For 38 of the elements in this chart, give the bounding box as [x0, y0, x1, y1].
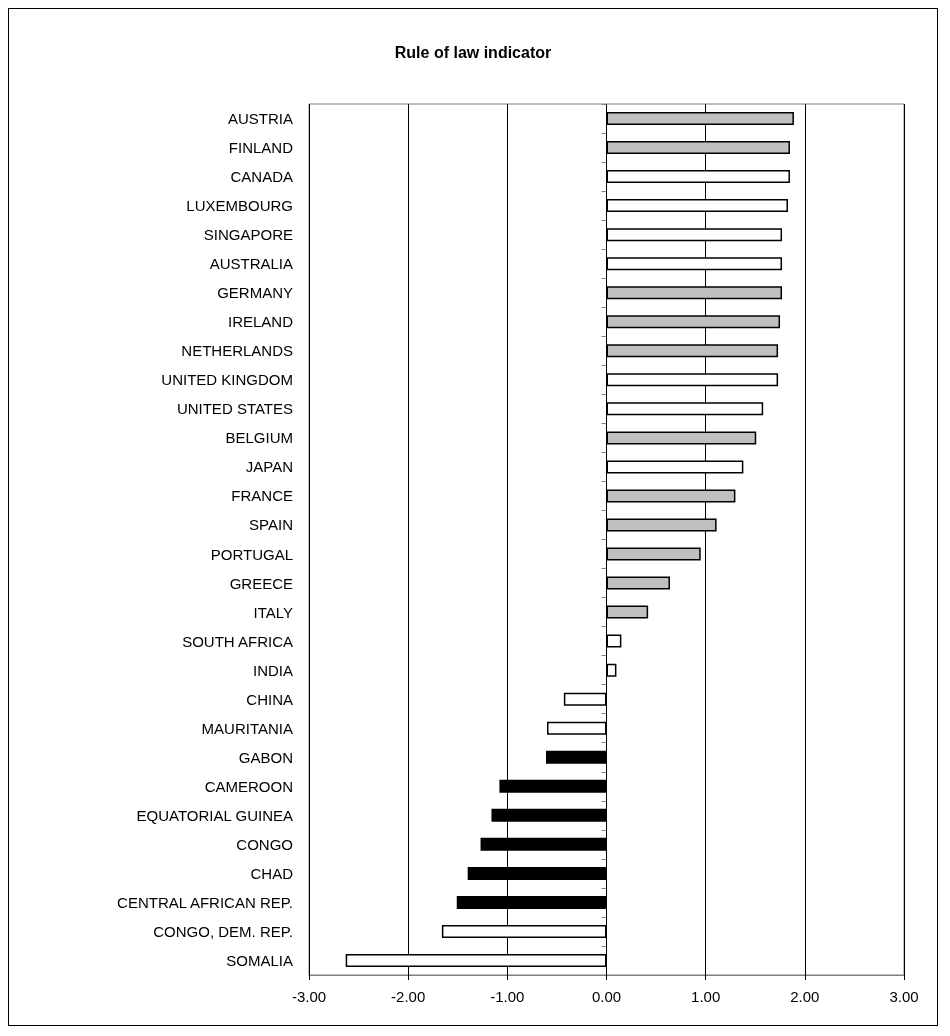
y-tick-label: ITALY: [253, 603, 293, 621]
y-tick-label: AUSTRIA: [227, 110, 293, 128]
y-tick-label: CHINA: [246, 690, 293, 708]
y-tick-label: CENTRAL AFRICAN REP.: [117, 893, 293, 911]
y-tick-label: SOMALIA: [226, 951, 293, 969]
y-tick-label: UNITED STATES: [176, 400, 293, 418]
y-tick-label: JAPAN: [245, 458, 293, 476]
y-tick-label: BELGIUM: [225, 429, 293, 447]
y-tick-label: GREECE: [229, 574, 293, 592]
y-tick-label: CAMEROON: [204, 777, 293, 795]
y-tick-label: CHAD: [250, 864, 294, 882]
x-tick-label: 1.00: [691, 988, 721, 1005]
y-tick-label: UNITED KINGDOM: [161, 371, 293, 389]
y-tick-label: MAURITANIA: [201, 719, 293, 737]
y-tick-label: GABON: [238, 748, 293, 766]
y-tick-label: CONGO, DEM. REP.: [153, 922, 293, 940]
x-tick-label: -2.00: [391, 988, 426, 1005]
y-tick-label: SINGAPORE: [203, 226, 293, 244]
y-tick-label: NETHERLANDS: [181, 342, 293, 360]
y-tick-label: SOUTH AFRICA: [182, 632, 293, 650]
y-tick-label: FINLAND: [228, 139, 294, 157]
y-tick-label: EQUATORIAL GUINEA: [136, 806, 293, 824]
x-tick-label: -1.00: [490, 988, 525, 1005]
x-tick-label: 2.00: [790, 988, 820, 1005]
y-tick-label: LUXEMBOURG: [186, 197, 293, 215]
y-tick-label: GERMANY: [217, 284, 293, 302]
y-tick-label: FRANCE: [231, 487, 293, 505]
x-tick-label: -3.00: [291, 988, 327, 1005]
y-tick-label: IRELAND: [227, 313, 294, 331]
y-tick-label: CANADA: [230, 168, 293, 186]
chart-title: Rule of law indicator: [394, 43, 552, 61]
y-tick-label: SPAIN: [249, 516, 293, 534]
x-tick-label: 0.00: [591, 988, 622, 1005]
y-tick-label: AUSTRALIA: [209, 255, 293, 273]
x-tick-label: 3.00: [889, 988, 919, 1005]
y-tick-label: INDIA: [252, 661, 293, 679]
y-tick-label: CONGO: [236, 835, 293, 853]
y-tick-label: PORTUGAL: [210, 545, 293, 563]
